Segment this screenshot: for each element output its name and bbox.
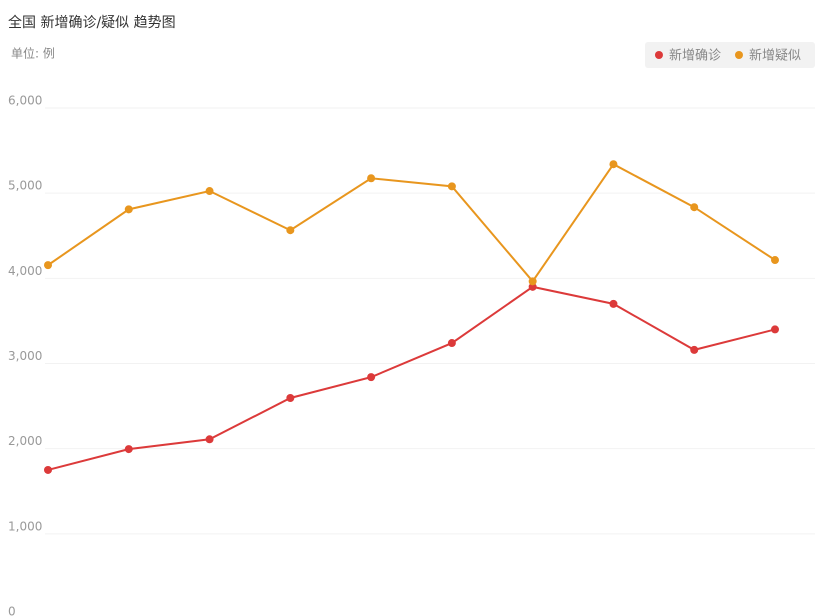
y-tick-label: 3,000 — [8, 349, 42, 363]
data-point — [447, 339, 456, 348]
data-point — [609, 299, 618, 308]
data-point — [771, 256, 779, 265]
data-point — [286, 226, 295, 235]
data-point — [205, 435, 214, 444]
legend-label: 新增确诊 — [669, 48, 721, 64]
data-point — [367, 373, 376, 382]
data-point — [286, 393, 295, 402]
y-tick-label: 2,000 — [8, 434, 42, 448]
legend-background — [644, 42, 815, 68]
data-point — [609, 160, 618, 169]
y-tick-label: 1,000 — [8, 519, 42, 533]
legend-marker — [734, 51, 743, 59]
y-tick-label: 0 — [8, 605, 16, 616]
data-point — [367, 174, 376, 183]
data-point — [528, 282, 537, 291]
data-point — [44, 465, 52, 474]
data-point — [124, 205, 133, 214]
legend: 新增确诊 新增疑似 — [644, 42, 815, 68]
chart-subtitle: 单位: 例 — [11, 46, 55, 61]
legend-marker — [654, 51, 663, 59]
legend-label: 新增疑似 — [749, 48, 801, 64]
chart-title: 全国 新增确诊/疑似 趋势图 — [8, 14, 176, 31]
y-tick-label: 5,000 — [8, 179, 42, 193]
data-point — [690, 345, 699, 354]
data-point — [447, 182, 456, 191]
series-line — [47, 162, 776, 283]
data-point — [205, 187, 214, 196]
data-point — [690, 203, 699, 212]
data-point — [528, 277, 537, 286]
data-point — [124, 445, 133, 454]
y-tick-label: 4,000 — [8, 264, 42, 278]
y-tick-label: 6,000 — [8, 94, 42, 108]
data-point — [44, 261, 52, 270]
data-point — [771, 325, 779, 334]
series-line — [47, 285, 776, 471]
